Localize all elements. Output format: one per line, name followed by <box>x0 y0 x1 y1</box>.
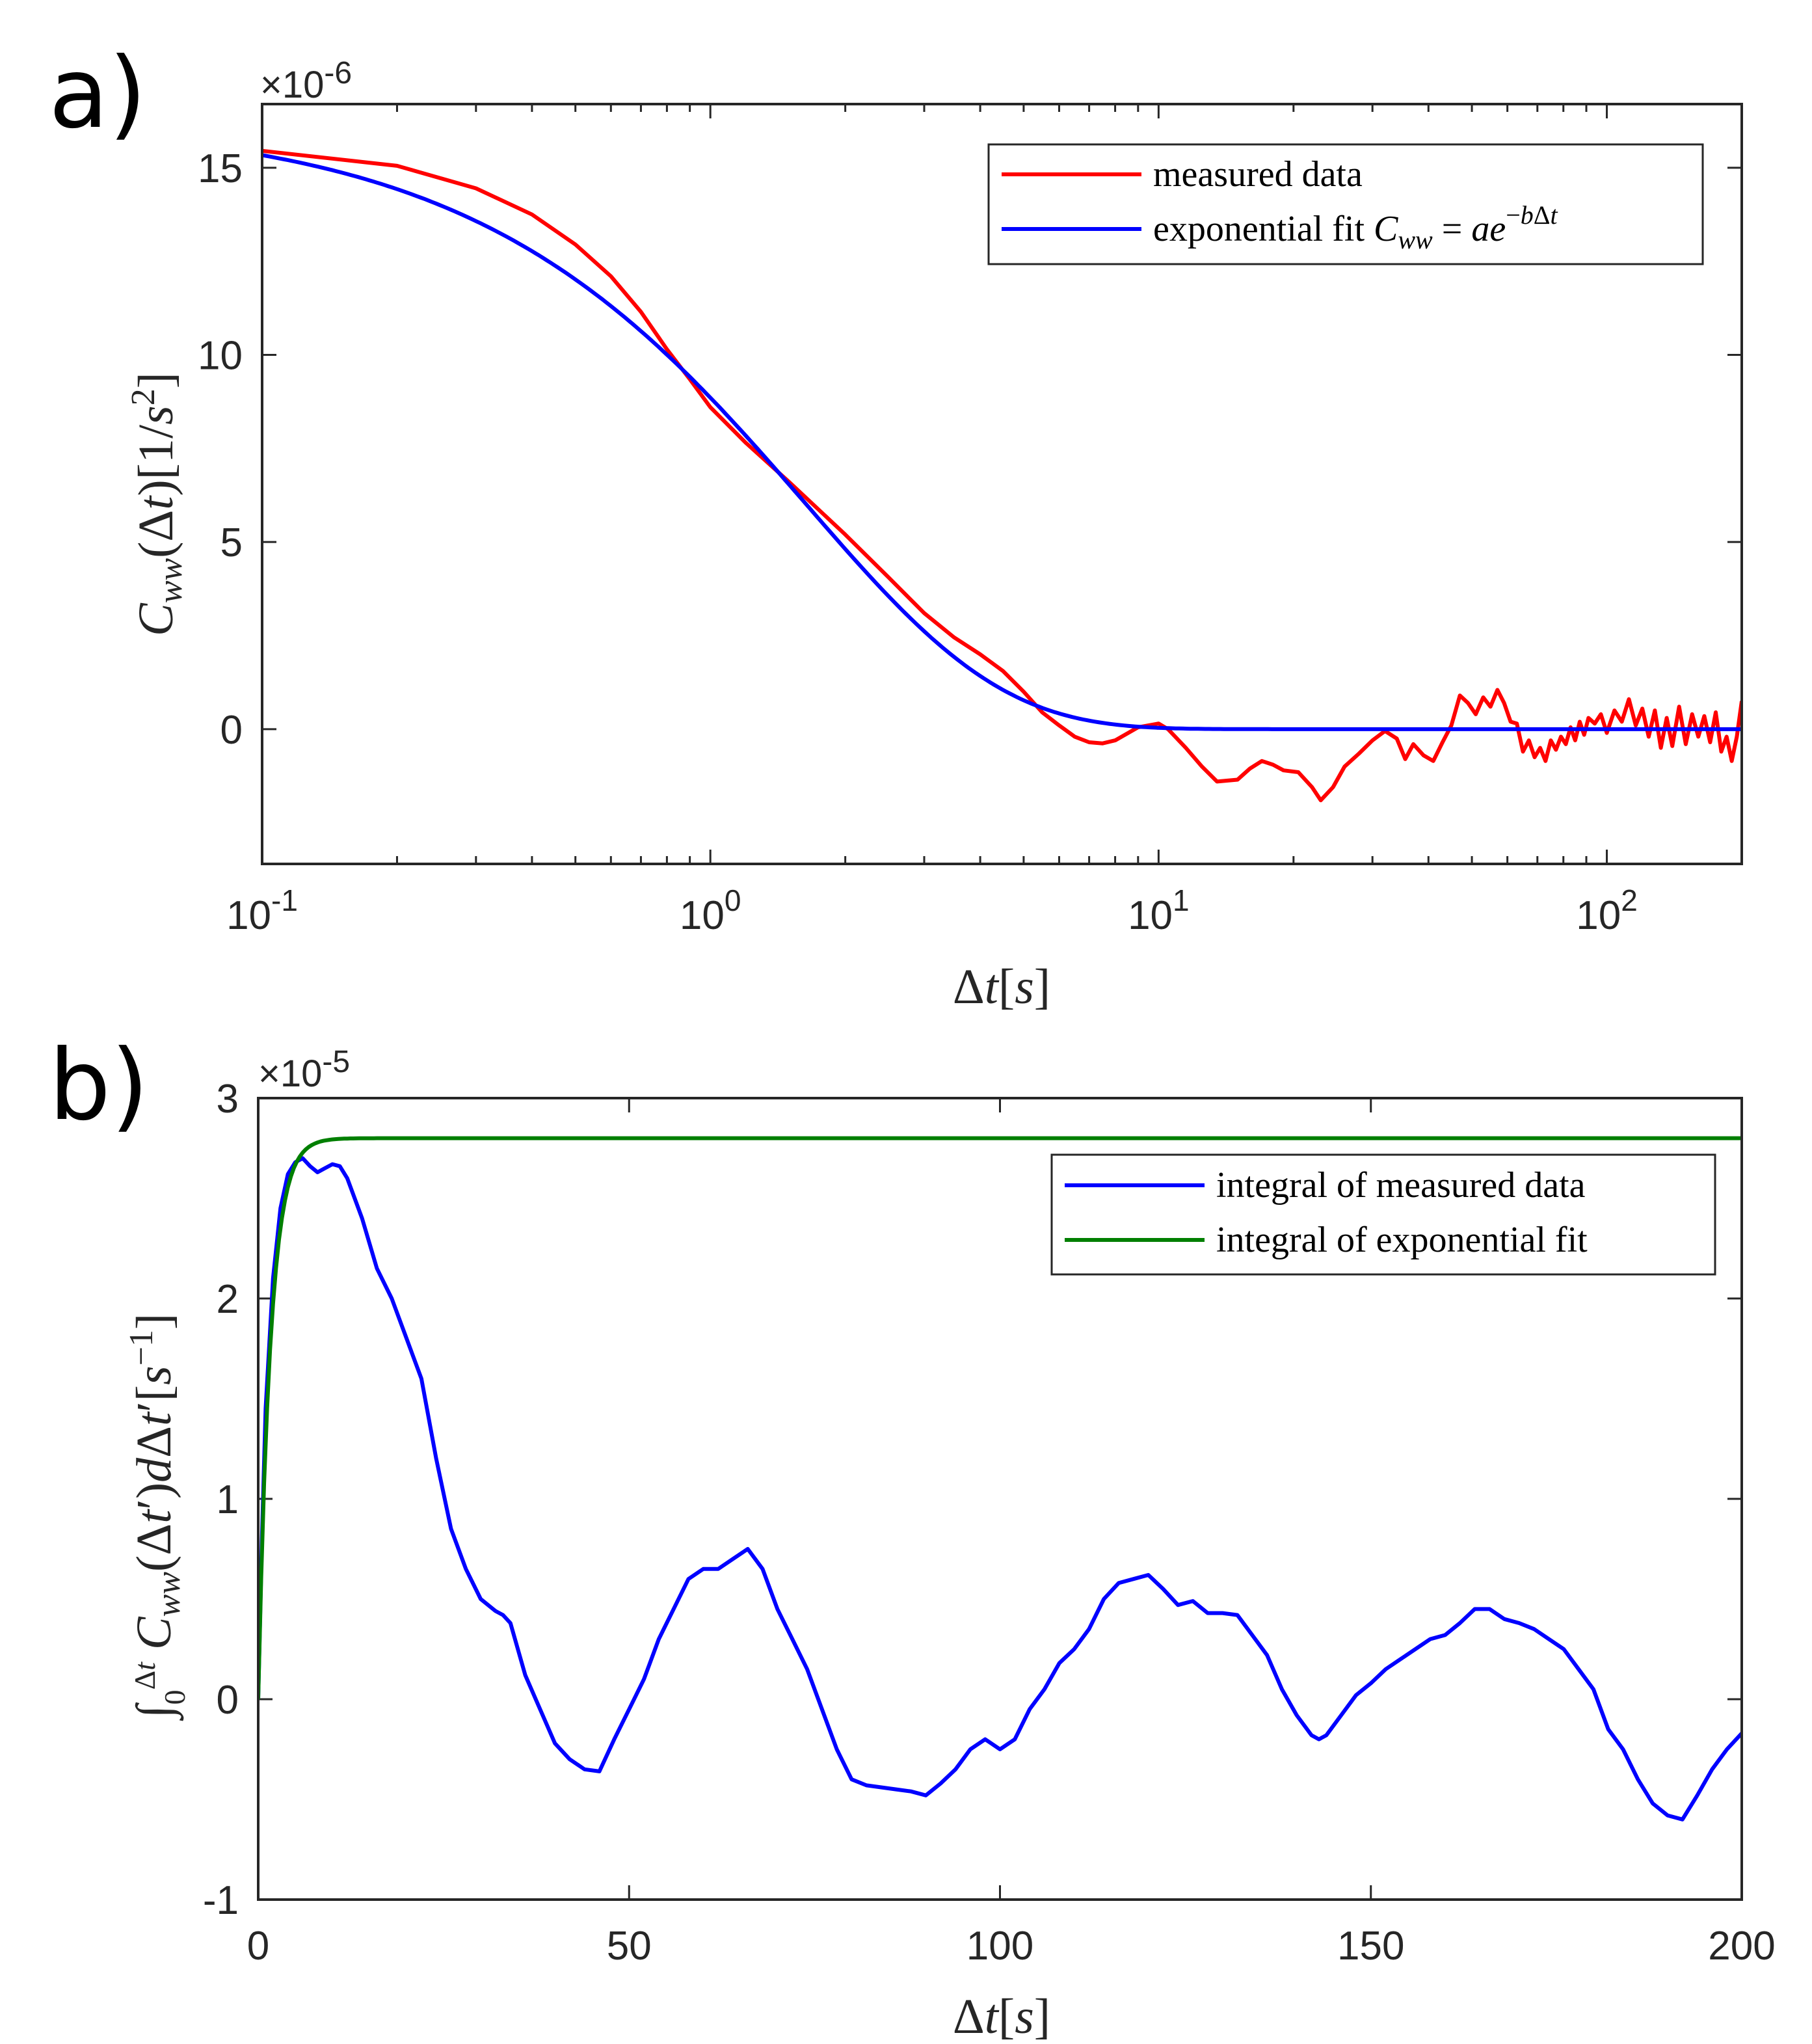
panel-b-legend-measured: integral of measured data <box>1216 1165 1586 1205</box>
svg-text:×10-6: ×10-6 <box>260 56 352 106</box>
panel-a-label: a) <box>49 37 146 150</box>
svg-text:Cww(Δt)[1/s2]: Cww(Δt)[1/s2] <box>125 372 189 636</box>
panel-b-legend-fit: integral of exponential fit <box>1216 1220 1588 1260</box>
panel-b-ytick-label: 0 <box>217 1678 239 1723</box>
panel-b-multiplier-exp: -5 <box>322 1045 350 1079</box>
panel-a-multiplier-exp: -6 <box>324 56 352 90</box>
panel-b-xlabel: Δt[s] <box>953 1989 1050 2044</box>
svg-text:Δt[s]: Δt[s] <box>953 960 1050 1014</box>
svg-text:×10-5: ×10-5 <box>258 1045 350 1095</box>
svg-text:∫0Δt Cww(Δt′)dΔt′[s−1]: ∫0Δt Cww(Δt′)dΔt′[s−1] <box>123 1313 191 1721</box>
svg-text:Δt[s]: Δt[s] <box>953 1989 1050 2044</box>
panel-a-xtick-label: 100 <box>680 883 741 938</box>
panel-b-multiplier-base: ×10 <box>258 1053 322 1095</box>
panel-b-y-multiplier: ×10-5 <box>258 1045 350 1095</box>
panel-b-ylabel: ∫0Δt Cww(Δt′)dΔt′[s−1] <box>123 1313 191 1721</box>
panel-a-legend-fit-name: exponential fit <box>1153 209 1365 249</box>
panel-b-xtick-label: 150 <box>1337 1924 1404 1969</box>
panel-a-series <box>262 148 1742 803</box>
panel-a-legend: measured data exponential fit Cww = ae−b… <box>987 143 1704 265</box>
panel-b-ytick-label: 3 <box>217 1077 239 1122</box>
panel-b-ytick-label: 2 <box>217 1277 239 1322</box>
panel-a-legend-measured: measured data <box>1153 154 1363 195</box>
panel-b-label: b) <box>49 1029 149 1142</box>
panel-a-ytick-label: 15 <box>198 146 243 191</box>
panel-b-xtick-label: 100 <box>966 1924 1033 1969</box>
panel-a-xtick-label: 10-1 <box>226 883 298 938</box>
panel-a-fit-line <box>262 153 1742 731</box>
panel-a-xtick-label: 102 <box>1576 883 1638 938</box>
panel-a-ytick-label: 5 <box>220 520 243 565</box>
panel-b-axes-box <box>257 1097 1743 1901</box>
panel-b-legend: integral of measured data integral of ex… <box>1050 1153 1716 1276</box>
panel-a: a) ×10-6 0 5 10 15 10-1 100 101 102 Cww(Δt)[1/s… <box>49 37 1743 1014</box>
panel-a-ticks: 0 5 10 15 10-1 100 101 102 <box>198 104 1743 938</box>
panel-b-ytick-label: 1 <box>217 1477 239 1522</box>
panel-b-xtick-label: 0 <box>247 1924 269 1969</box>
panel-b-series <box>258 1136 1742 1822</box>
panel-a-multiplier-base: ×10 <box>260 64 324 106</box>
panel-a-ytick-label: 10 <box>198 333 243 378</box>
panel-b-measured-line <box>258 1156 1742 1822</box>
panel-a-ylabel: Cww(Δt)[1/s2] <box>125 372 189 636</box>
panel-b-fit-line <box>258 1136 1742 1700</box>
panel-a-ytick-label: 0 <box>220 708 243 753</box>
panel-b-ytick-label: -1 <box>203 1878 239 1923</box>
panel-b-xtick-label: 50 <box>607 1924 652 1969</box>
panel-b-legend-box <box>1050 1153 1716 1276</box>
panel-a-y-multiplier: ×10-6 <box>260 56 352 106</box>
panel-a-axes-box <box>261 103 1743 865</box>
panel-a-xlabel: Δt[s] <box>953 960 1050 1014</box>
panel-a-measured-line <box>262 148 1742 803</box>
panel-a-legend-fit: exponential fit Cww = ae−bΔt <box>1153 200 1558 254</box>
panel-a-xtick-label: 101 <box>1128 883 1190 938</box>
panel-a-legend-box <box>987 143 1704 265</box>
panel-b-xtick-label: 200 <box>1708 1924 1775 1969</box>
